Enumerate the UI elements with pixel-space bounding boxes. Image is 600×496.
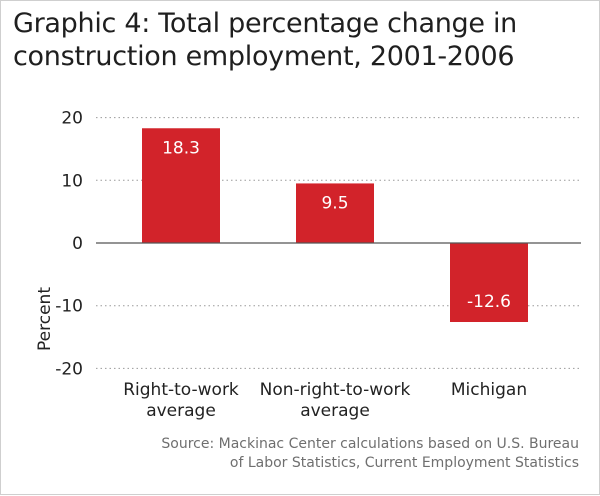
y-tick-label: 0 xyxy=(72,234,83,254)
bar xyxy=(296,183,374,243)
chart-title-line-1: Graphic 4: Total percentage change in xyxy=(13,8,517,39)
chart-title-line-2: construction employment, 2001-2006 xyxy=(13,41,515,72)
y-tick-label: 10 xyxy=(61,171,83,191)
bar-value-label: -12.6 xyxy=(467,292,511,312)
x-category-label: average xyxy=(146,401,216,421)
x-category-label: Non-right-to-work xyxy=(260,380,411,400)
bar xyxy=(142,128,220,243)
bar xyxy=(450,243,528,323)
x-category-label: Right-to-work xyxy=(123,380,239,400)
source-line-2: of Labor Statistics, Current Employment … xyxy=(229,455,579,471)
y-axis-label: Percent xyxy=(35,287,55,351)
chart-title: Graphic 4: Total percentage change in co… xyxy=(13,7,593,73)
y-tick-label: -20 xyxy=(55,359,83,379)
source-note: Source: Mackinac Center calculations bas… xyxy=(59,435,579,473)
x-category-label: Michigan xyxy=(451,380,527,400)
bar-value-label: 18.3 xyxy=(162,138,200,158)
bar-value-label: 9.5 xyxy=(321,193,348,213)
source-line-1: Source: Mackinac Center calculations bas… xyxy=(161,436,579,452)
y-tick-label: 20 xyxy=(61,109,83,129)
y-tick-label: -10 xyxy=(55,297,83,317)
x-category-label: average xyxy=(300,401,370,421)
